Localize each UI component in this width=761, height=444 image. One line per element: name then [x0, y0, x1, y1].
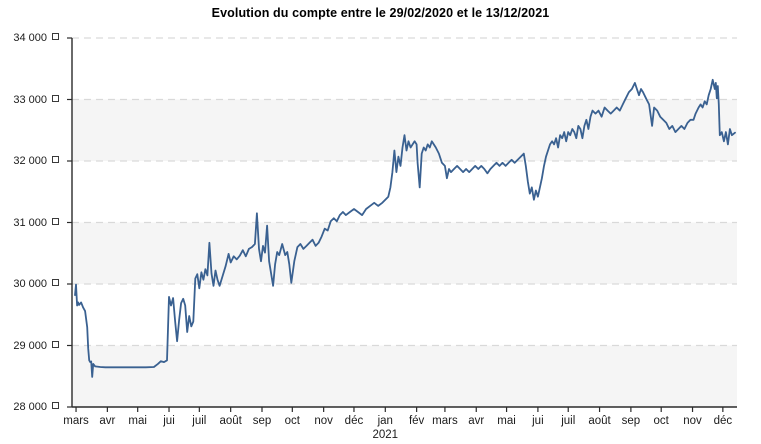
x-tick-label: nov — [683, 415, 702, 427]
x-tick-label: juil — [192, 415, 207, 427]
x-tick-label: sep — [621, 415, 641, 427]
x-tick-label: déc — [344, 415, 364, 427]
y-tick-value: 32 000 — [13, 155, 47, 167]
x-tick-label: août — [588, 415, 611, 427]
x-tick-label: oct — [653, 415, 669, 427]
x-tick-label: mars — [63, 415, 89, 427]
currency-square-icon — [52, 94, 59, 102]
x-tick-label: sep — [252, 415, 272, 427]
y-tick-value: 34 000 — [13, 32, 47, 44]
x-tick-label: nov — [314, 415, 333, 427]
y-tick-label: 31 000 — [0, 216, 59, 230]
y-tick-label: 30 000 — [0, 277, 59, 291]
background-band — [72, 222, 737, 284]
year-label: 2021 — [372, 429, 399, 441]
x-tick-label: août — [219, 415, 242, 427]
x-tick-label: jui — [163, 415, 175, 427]
y-tick-value: 29 000 — [13, 339, 47, 352]
x-tick-label: jan — [377, 415, 393, 427]
currency-square-icon — [52, 279, 59, 286]
account-value-line — [74, 78, 736, 378]
x-tick-label: oct — [284, 415, 300, 427]
x-tick-label: mai — [497, 415, 516, 427]
y-tick-label: 28 000 — [0, 400, 59, 414]
y-tick-value: 28 000 — [13, 401, 47, 413]
background-band — [72, 99, 737, 161]
y-tick-label: 29 000 — [0, 339, 59, 353]
y-tick-value: 31 000 — [13, 216, 47, 229]
currency-square-icon — [52, 217, 59, 225]
background-band — [72, 345, 737, 407]
x-tick-label: déc — [713, 415, 733, 427]
y-tick-label: 34 000 — [0, 31, 59, 45]
currency-square-icon — [52, 340, 59, 348]
x-tick-label: fév — [408, 415, 425, 427]
currency-square-icon — [52, 33, 59, 40]
currency-square-icon — [52, 402, 59, 409]
currency-square-icon — [52, 156, 59, 163]
y-tick-value: 30 000 — [13, 278, 47, 290]
chart-title: Evolution du compte entre le 29/02/2020 … — [211, 6, 550, 20]
x-tick-label: mai — [128, 415, 147, 427]
y-tick-value: 33 000 — [13, 93, 47, 106]
x-tick-label: jui — [532, 415, 544, 427]
y-tick-label: 33 000 — [0, 93, 59, 107]
x-tick-label: avr — [468, 415, 485, 427]
x-tick-label: mars — [432, 415, 458, 427]
y-tick-label: 32 000 — [0, 154, 59, 168]
x-tick-label: juil — [561, 415, 576, 427]
x-tick-label: avr — [99, 415, 116, 427]
